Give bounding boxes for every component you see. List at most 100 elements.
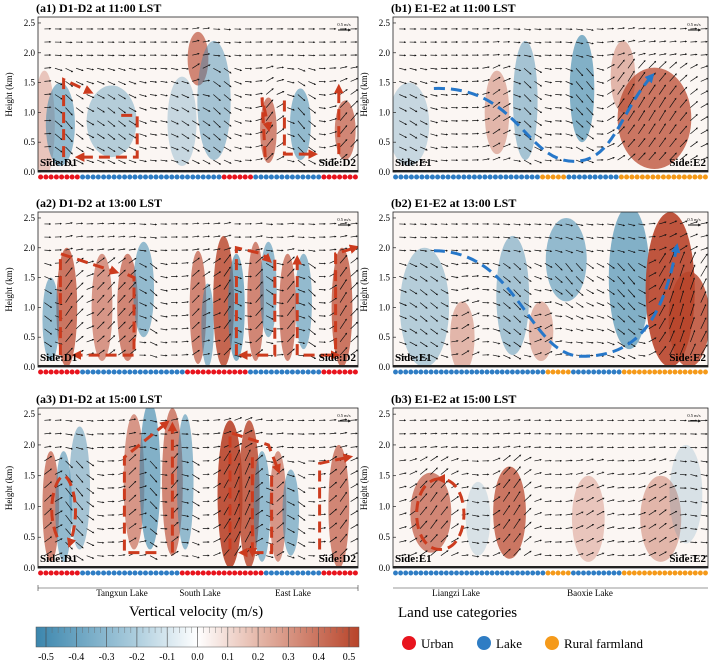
wind-vector [149, 107, 158, 110]
landuse-dot-rural [677, 570, 683, 576]
velocity-cell [282, 469, 300, 556]
wind-vector [255, 105, 264, 108]
wind-vector [97, 107, 105, 113]
wind-vector [213, 41, 221, 44]
wind-vector [287, 306, 295, 316]
wind-vector [181, 81, 190, 84]
wind-vector [213, 146, 221, 153]
wind-vector [596, 81, 605, 84]
wind-vector [223, 146, 232, 152]
wind-vector [276, 156, 285, 161]
landuse-dot-rural [647, 369, 653, 375]
wind-vector [202, 79, 211, 82]
landuse-dot-lake [163, 369, 170, 375]
landuse-dot-urban [69, 369, 75, 375]
wind-vector [482, 144, 490, 148]
landuse-dot-lake [142, 174, 149, 180]
velocity-cell [91, 253, 113, 362]
wind-vector [276, 66, 285, 69]
wind-vector [482, 117, 491, 122]
y-tick-label: 1.5 [379, 273, 391, 283]
wind-vector [223, 292, 231, 303]
wind-vector [255, 79, 263, 82]
wind-vector [627, 58, 635, 69]
landuse-dot-rural [672, 369, 678, 375]
wind-vector [118, 120, 126, 127]
wind-vector [586, 54, 595, 58]
landuse-dot-rural [561, 174, 567, 180]
wind-vector [297, 341, 306, 345]
wind-vector [339, 65, 348, 69]
lake-label-tangxun: Tangxun Lake [96, 588, 148, 598]
y-tick-label: 2.5 [24, 213, 36, 223]
landuse-dot-urban [195, 570, 201, 576]
landuse-dot-lake [90, 369, 96, 375]
velocity-cell [545, 217, 587, 302]
landuse-dot-lake [310, 174, 316, 180]
wind-vector [202, 107, 211, 112]
wind-vector [596, 67, 605, 71]
wind-vector [482, 78, 491, 82]
colorbar-tick-label: 0.5 [343, 652, 356, 663]
landuse-dot-lake [268, 174, 274, 180]
landuse-dot-lake [529, 174, 535, 180]
landuse-dot-lake [169, 570, 175, 576]
wind-vector [297, 159, 306, 166]
colorbar-tick-label: -0.1 [159, 652, 175, 663]
wind-vector [234, 81, 243, 85]
wind-vector [44, 66, 52, 69]
wind-vector [617, 39, 626, 43]
y-tick-label: 0.0 [24, 362, 36, 372]
wind-vector [202, 339, 211, 343]
landuse-dot-lake [440, 174, 446, 180]
landuse-dot-lake [295, 570, 301, 576]
landuse-dot-lake [85, 570, 91, 576]
wind-vector [669, 27, 677, 30]
wind-vector [308, 94, 317, 100]
ref-vector-label: 0.5 m/s [687, 22, 701, 27]
wind-vector [234, 94, 243, 98]
wind-vector [339, 304, 347, 316]
wind-vector [350, 153, 358, 161]
wind-vector [213, 67, 222, 73]
wind-vector [482, 91, 491, 95]
landuse-dot-rural [618, 174, 624, 180]
wind-vector [160, 315, 168, 318]
landuse-dot-lake [459, 369, 465, 375]
landuse-dot-urban [53, 369, 59, 375]
wind-vector [627, 153, 636, 161]
wind-vector [648, 123, 656, 135]
wind-vector [679, 112, 688, 121]
wind-vector [54, 133, 63, 141]
wind-vector [534, 41, 542, 44]
landuse-dot-lake [448, 369, 454, 375]
wind-vector [638, 40, 646, 43]
panel-a3: (a3) D1-D2 at 15:00 LST 0.0 0.5 1.0 1.5 2.0 2.… [4, 392, 359, 576]
wind-vector [202, 146, 211, 152]
landuse-dot-lake [253, 174, 259, 180]
wind-vector [75, 67, 84, 72]
landuse-dot-lake [413, 369, 419, 375]
wind-vector [513, 133, 522, 137]
wind-vector [65, 305, 73, 316]
landuse-dot-rural [697, 570, 703, 576]
wind-vector [523, 146, 532, 153]
landuse-dot-urban [221, 174, 227, 180]
wind-vector [75, 120, 84, 127]
side-right-label: Side:E2 [669, 352, 706, 364]
wind-vector [617, 126, 625, 135]
landuse-dot-lake [398, 570, 404, 576]
wind-vector [75, 107, 84, 114]
wind-vector [181, 327, 189, 330]
wind-vector [482, 158, 490, 161]
wind-vector [575, 120, 584, 128]
landuse-dot-lake [85, 369, 91, 375]
landuse-dot-rural [662, 369, 668, 375]
landuse-dot-lake [101, 174, 107, 180]
wind-vector [223, 67, 232, 74]
velocity-cell [465, 481, 491, 556]
landuse-dot-lake [606, 369, 612, 375]
wind-vector [287, 159, 295, 163]
y-tick-label: 1.5 [24, 273, 36, 283]
landuse-dot-rural [650, 174, 656, 180]
